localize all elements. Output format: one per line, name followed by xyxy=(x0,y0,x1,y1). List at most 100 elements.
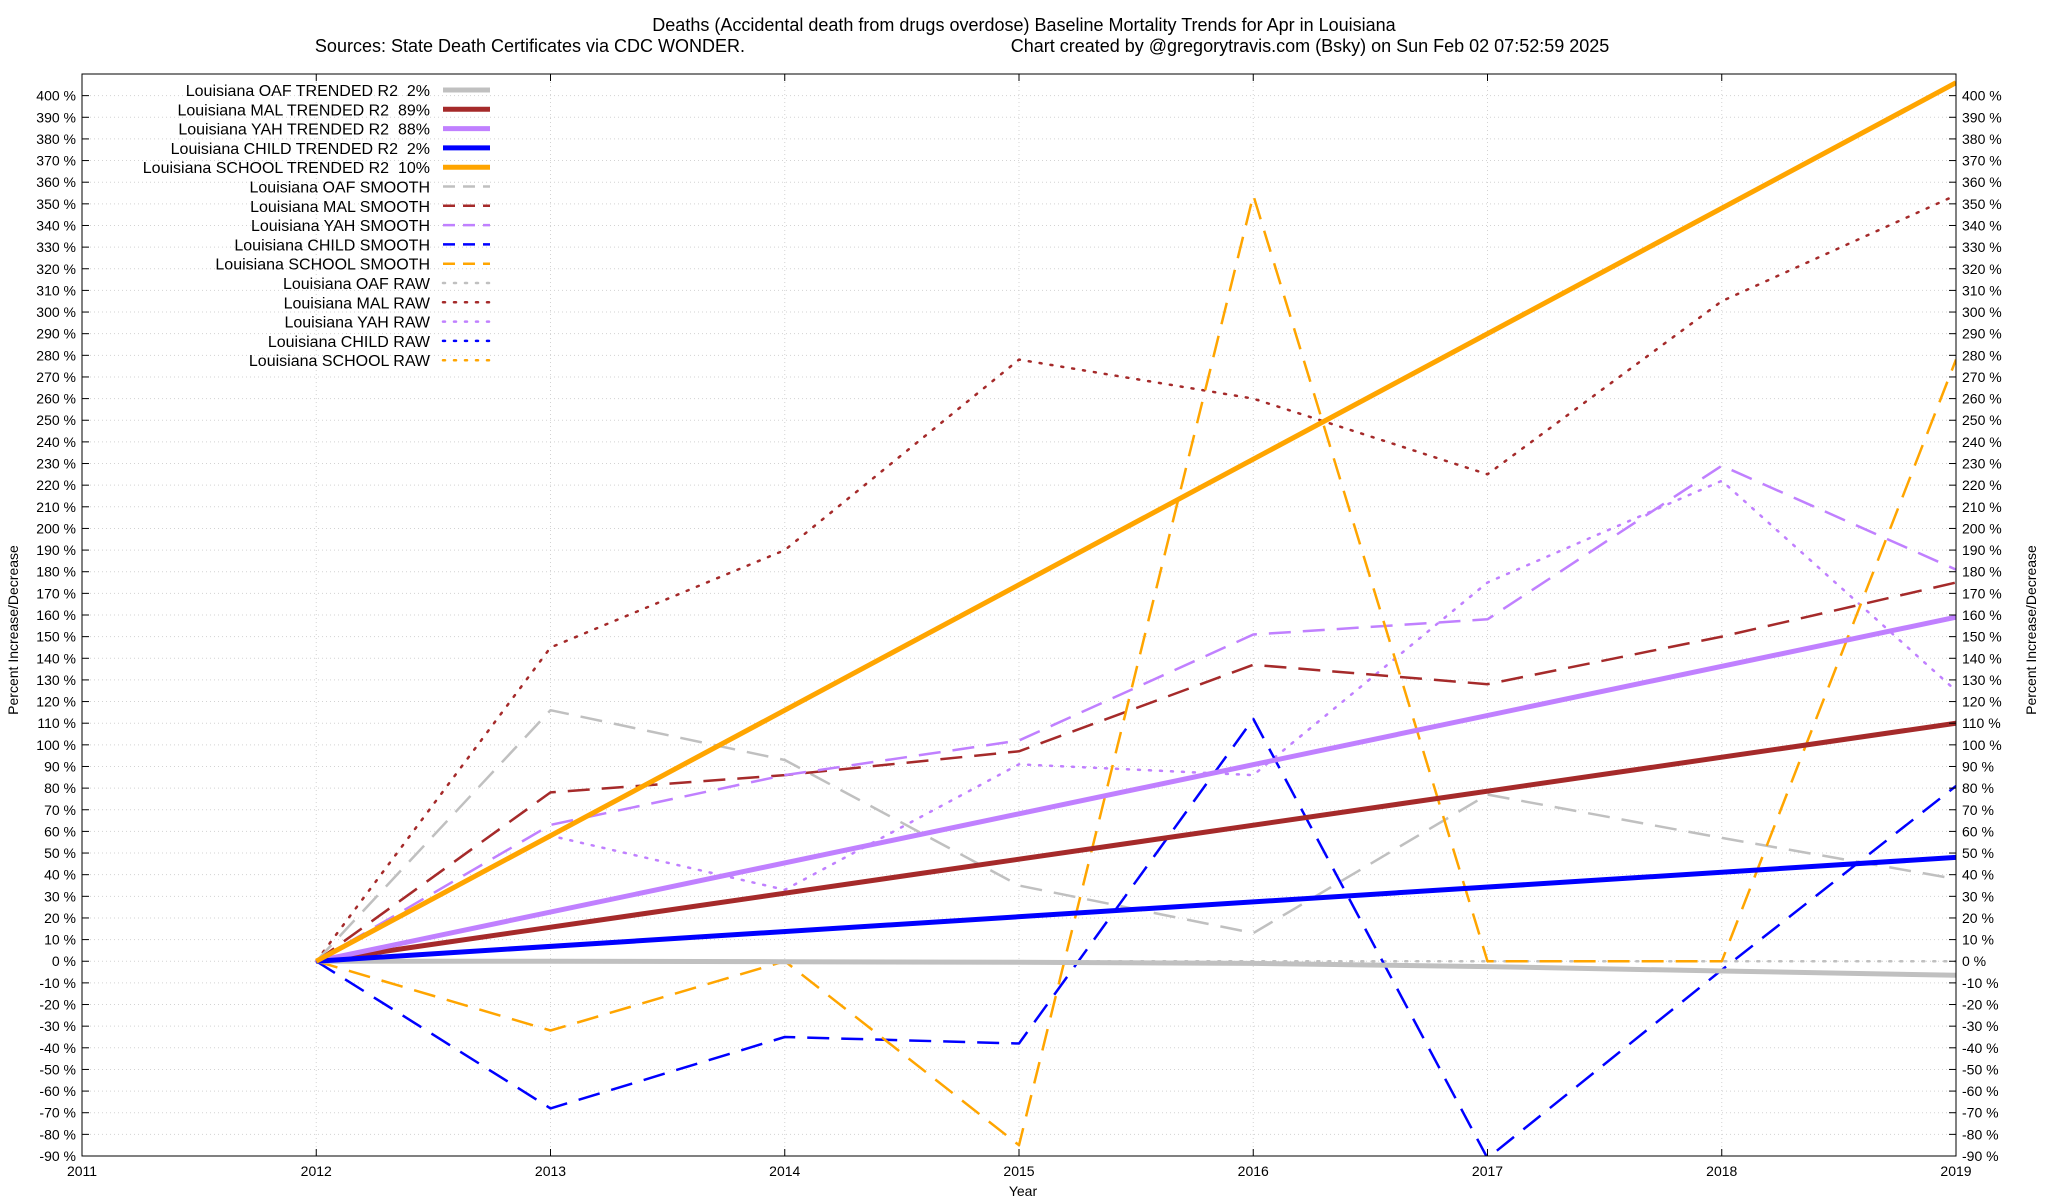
y-tick-label-right: 0 % xyxy=(1962,953,1986,969)
y-tick-label-left: 140 % xyxy=(36,650,76,666)
y-tick-label-left: 30 % xyxy=(44,888,76,904)
legend-label-r2: 2% xyxy=(407,141,430,158)
y-tick-label-right: 40 % xyxy=(1962,867,1994,883)
y-tick-label-left: -80 % xyxy=(39,1126,76,1142)
y-tick-label-right: 210 % xyxy=(1962,499,2002,515)
y-tick-label-right: 70 % xyxy=(1962,802,1994,818)
legend-label-name: Louisiana CHILD SMOOTH xyxy=(234,237,430,254)
y-tick-label-right: 300 % xyxy=(1962,304,2002,320)
y-tick-label-right: -20 % xyxy=(1962,997,1999,1013)
y-tick-label-left: -10 % xyxy=(39,975,76,991)
y-tick-label-right: 330 % xyxy=(1962,239,2002,255)
y-tick-label-left: -60 % xyxy=(39,1083,76,1099)
y-tick-label-right: 340 % xyxy=(1962,217,2002,233)
legend-label: Louisiana CHILD TRENDED R2 2% xyxy=(171,141,430,158)
legend-label-name: Louisiana CHILD RAW xyxy=(268,334,431,351)
legend-label-name: Louisiana OAF SMOOTH xyxy=(250,180,431,197)
y-tick-label-right: 230 % xyxy=(1962,456,2002,472)
chart-title: Deaths (Accidental death from drugs over… xyxy=(652,15,1396,35)
y-tick-label-right: -50 % xyxy=(1962,1061,1999,1077)
y-tick-label-left: 20 % xyxy=(44,910,76,926)
y-tick-label-left: 330 % xyxy=(36,239,76,255)
y-tick-label-left: -30 % xyxy=(39,1018,76,1034)
legend-label: Louisiana YAH SMOOTH xyxy=(251,218,430,235)
y-tick-label-left: 350 % xyxy=(36,196,76,212)
y-tick-label-left: 130 % xyxy=(36,672,76,688)
legend-label-gap xyxy=(389,160,398,177)
legend-label-name: Louisiana MAL SMOOTH xyxy=(250,199,430,216)
y-tick-label-left: 360 % xyxy=(36,174,76,190)
y-tick-label-right: -90 % xyxy=(1962,1148,1999,1164)
y-tick-label-right: 280 % xyxy=(1962,347,2002,363)
y-tick-label-right: 190 % xyxy=(1962,542,2002,558)
y-tick-label-left: 310 % xyxy=(36,282,76,298)
y-tick-label-left: 200 % xyxy=(36,520,76,536)
y-tick-label-left: -50 % xyxy=(39,1061,76,1077)
y-tick-label-right: -60 % xyxy=(1962,1083,1999,1099)
series-line-louisiana-school-smooth xyxy=(315,193,1956,1147)
x-tick-label: 2013 xyxy=(535,1163,566,1179)
legend-label: Louisiana OAF TRENDED R2 2% xyxy=(186,83,430,100)
legend-label: Louisiana CHILD SMOOTH xyxy=(234,237,430,254)
x-axis-label: Year xyxy=(1009,1183,1038,1199)
y-tick-label-right: -80 % xyxy=(1962,1126,1999,1142)
y-tick-label-right: 360 % xyxy=(1962,174,2002,190)
legend-label: Louisiana YAH RAW xyxy=(284,315,430,332)
legend-label: Louisiana MAL RAW xyxy=(284,295,431,312)
y-axis-label-right: Percent Increase/Decrease xyxy=(2023,545,2039,715)
y-tick-label-right: 270 % xyxy=(1962,369,2002,385)
y-tick-label-left: 400 % xyxy=(36,88,76,104)
y-tick-label-left: 170 % xyxy=(36,585,76,601)
y-tick-label-right: 150 % xyxy=(1962,629,2002,645)
legend-label: Louisiana YAH TRENDED R2 88% xyxy=(178,122,430,139)
series-line-louisiana-mal-smooth xyxy=(315,581,1956,963)
series-line-louisiana-mal-trended-r2 xyxy=(315,720,1956,964)
legend-label: Louisiana OAF SMOOTH xyxy=(250,180,431,197)
y-tick-label-right: 380 % xyxy=(1962,131,2002,147)
y-tick-label-left: 280 % xyxy=(36,347,76,363)
legend-label-gap xyxy=(398,141,407,158)
legend-label-gap xyxy=(389,102,398,119)
y-tick-label-right: 220 % xyxy=(1962,477,2002,493)
y-tick-label-left: 120 % xyxy=(36,694,76,710)
y-tick-label-left: 60 % xyxy=(44,823,76,839)
y-tick-label-right: 110 % xyxy=(1962,715,2001,731)
y-tick-label-right: 140 % xyxy=(1962,650,2002,666)
y-tick-label-left: 240 % xyxy=(36,434,76,450)
y-tick-label-right: 350 % xyxy=(1962,196,2002,212)
chart-subtitle-credit: Chart created by @gregorytravis.com (Bsk… xyxy=(1011,36,1610,56)
y-tick-label-right: 10 % xyxy=(1962,932,1994,948)
y-tick-label-right: 240 % xyxy=(1962,434,2002,450)
x-tick-label: 2014 xyxy=(769,1163,800,1179)
series-group xyxy=(315,80,1956,1156)
y-tick-label-left: 100 % xyxy=(36,737,76,753)
series-line-louisiana-child-trended-r2 xyxy=(316,854,1956,964)
series-line-louisiana-school-trended-r2 xyxy=(315,80,1956,964)
axes: -90 % -90 % -80 % -80 % -70 % -70 % -60 % -60 %… xyxy=(36,73,2002,1179)
y-tick-label-right: 310 % xyxy=(1962,282,2002,298)
legend: Louisiana OAF TRENDED R2 2% Louisiana MAL… xyxy=(143,83,492,370)
y-tick-label-left: 370 % xyxy=(36,153,76,169)
grid xyxy=(81,74,1957,1157)
y-tick-label-right: 130 % xyxy=(1962,672,2002,688)
y-tick-label-right: 250 % xyxy=(1962,412,2002,428)
x-tick-label: 2017 xyxy=(1472,1163,1503,1179)
series-line-louisiana-oaf-trended-r2 xyxy=(316,958,1956,978)
y-tick-label-right: 290 % xyxy=(1962,326,2002,342)
y-tick-label-right: 50 % xyxy=(1962,845,1994,861)
y-tick-label-left: 290 % xyxy=(36,326,76,342)
legend-label-name: Louisiana OAF RAW xyxy=(283,276,431,293)
legend-label-r2: 89% xyxy=(398,102,430,119)
legend-label-r2: 88% xyxy=(398,122,430,139)
legend-label-gap xyxy=(398,83,407,100)
legend-label-name: Louisiana YAH RAW xyxy=(284,315,430,332)
y-tick-label-left: 80 % xyxy=(44,780,76,796)
legend-label-gap xyxy=(389,122,398,139)
y-tick-label-right: 30 % xyxy=(1962,888,1994,904)
x-tick-label: 2019 xyxy=(1940,1163,1971,1179)
legend-label-name: Louisiana MAL TRENDED R2 xyxy=(177,102,389,119)
y-tick-label-left: 110 % xyxy=(37,715,76,731)
y-tick-label-right: -40 % xyxy=(1962,1040,1999,1056)
